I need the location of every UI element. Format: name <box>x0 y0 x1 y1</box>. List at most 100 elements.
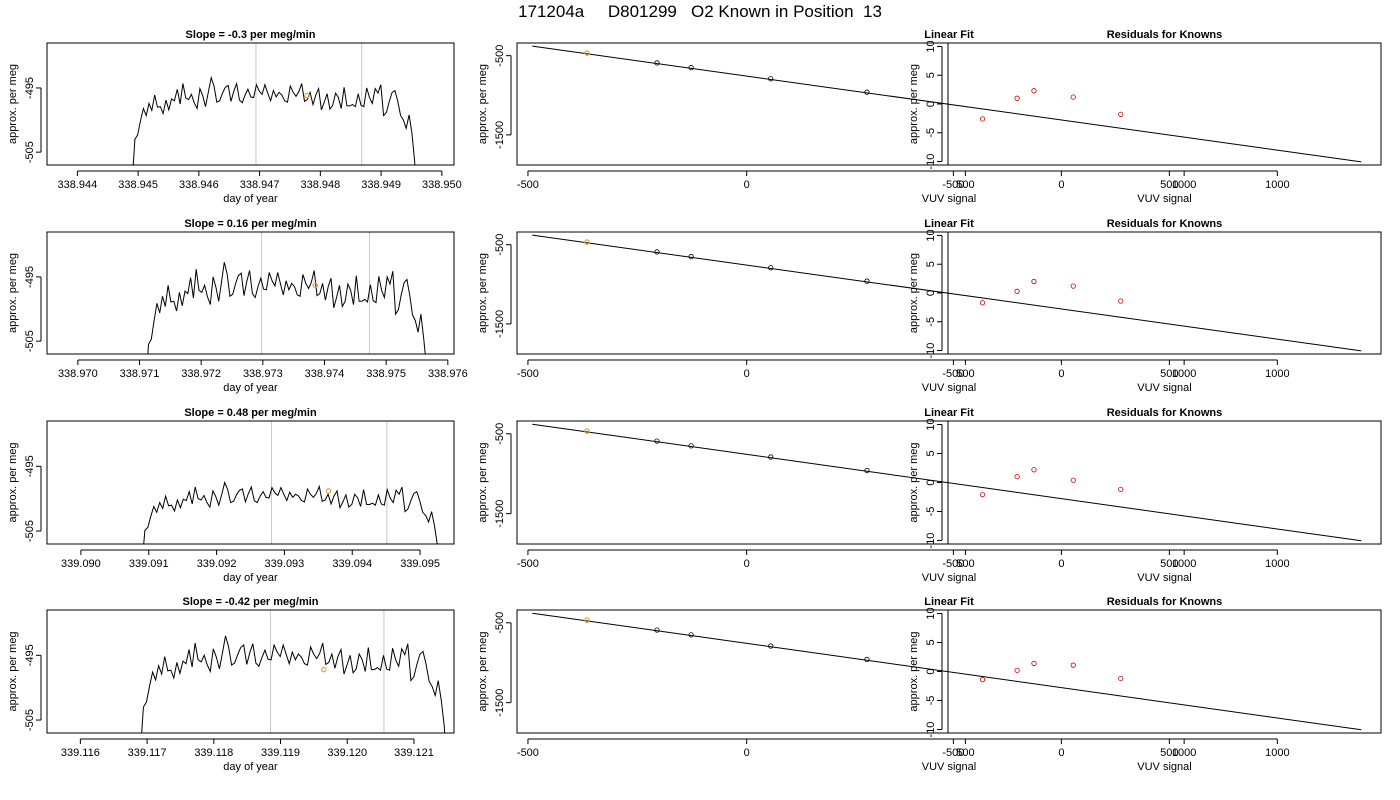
y-tick-label: -500 <box>494 234 506 256</box>
fit-line <box>532 45 1362 163</box>
panel-title: Residuals for Knowns <box>1107 407 1223 419</box>
y-axis-label: approx. per meg <box>908 631 920 711</box>
x-tick-label: 1000 <box>1172 558 1196 570</box>
panel-title: Linear Fit <box>924 407 974 419</box>
x-tick-label: -500 <box>517 368 539 380</box>
fit-line <box>532 612 1362 731</box>
y-axis-label: approx. per meg <box>477 253 489 333</box>
x-axis-label: VUV signal <box>1137 193 1191 205</box>
residual-point <box>1118 111 1124 117</box>
y-tick-label: 10 <box>925 40 937 52</box>
y-tick-label: -500 <box>494 612 506 634</box>
x-axis-label: day of year <box>223 193 278 205</box>
x-tick-label: 338.946 <box>179 179 219 191</box>
y-axis-label: approx. per meg <box>7 253 19 333</box>
residual-point <box>1118 298 1124 304</box>
y-tick-label: -1500 <box>494 689 506 717</box>
plot-frame <box>947 609 1382 734</box>
y-tick-label: 0 <box>925 479 937 485</box>
x-tick-label: 0 <box>1058 368 1064 380</box>
x-tick-label: 0 <box>1058 747 1064 759</box>
residual-point <box>1070 283 1076 289</box>
x-tick-label: 338.970 <box>58 368 98 380</box>
x-tick-label: 500 <box>956 368 974 380</box>
residual-point <box>1014 667 1020 673</box>
fit-point <box>864 89 870 95</box>
series-line <box>147 262 426 354</box>
x-tick-label: 339.116 <box>61 747 100 759</box>
x-tick-label: 339.118 <box>194 747 233 759</box>
y-tick-label: -500 <box>494 423 506 445</box>
x-tick-label: 338.973 <box>243 368 283 380</box>
plot-frame <box>46 231 455 355</box>
fit-point <box>768 265 774 271</box>
x-tick-label: 0 <box>1058 179 1064 191</box>
highlight-point <box>584 50 590 56</box>
x-tick-label: 1000 <box>1265 558 1289 570</box>
x-axis-label: VUV signal <box>922 761 976 773</box>
x-tick-label: 339.121 <box>394 747 434 759</box>
residual-point <box>979 300 986 306</box>
x-tick-label: -500 <box>942 747 964 759</box>
x-axis-label: VUV signal <box>1137 382 1191 394</box>
plot-frame <box>947 420 1382 545</box>
y-tick-label: -1500 <box>494 121 506 149</box>
y-axis-label: approx. per meg <box>7 631 19 711</box>
x-tick-label: 338.971 <box>120 368 160 380</box>
y-tick-label: -5 <box>925 696 937 706</box>
panel-title: Linear Fit <box>924 218 974 230</box>
x-tick-label: 338.945 <box>118 179 158 191</box>
residual-point <box>1014 95 1020 101</box>
x-tick-label: 0 <box>744 179 750 191</box>
y-tick-label: 10 <box>925 607 937 619</box>
x-tick-label: 339.094 <box>332 558 372 570</box>
plot-frame <box>947 231 1382 355</box>
panel-title: Slope = -0.42 per meg/min <box>182 596 318 608</box>
fit-point <box>768 454 774 460</box>
x-axis-label: VUV signal <box>1137 572 1191 584</box>
x-tick-label: 500 <box>1160 179 1178 191</box>
residual-point <box>979 116 986 122</box>
x-tick-label: 500 <box>956 179 974 191</box>
highlight-point <box>304 92 310 99</box>
x-tick-label: 339.090 <box>61 558 101 570</box>
panel-title: Slope = 0.16 per meg/min <box>184 218 317 230</box>
y-axis-label: approx. per meg <box>7 64 19 144</box>
panel-title: Residuals for Knowns <box>1107 218 1223 230</box>
residual-point <box>1031 660 1037 666</box>
y-tick-label: 5 <box>925 450 937 456</box>
residual-point <box>1070 662 1076 668</box>
y-tick-label: -495 <box>24 266 36 288</box>
y-tick-label: -1500 <box>494 500 506 528</box>
panel-title: Slope = 0.48 per meg/min <box>184 407 317 419</box>
y-tick-label: -495 <box>24 77 36 99</box>
y-tick-label: -495 <box>24 455 36 477</box>
panel-title: Linear Fit <box>924 596 974 608</box>
x-tick-label: 338.949 <box>361 179 401 191</box>
x-tick-label: 339.117 <box>128 747 167 759</box>
x-tick-label: 338.947 <box>240 179 280 191</box>
x-tick-label: 339.119 <box>261 747 300 759</box>
x-tick-label: -500 <box>517 179 539 191</box>
y-tick-label: -5 <box>925 507 937 517</box>
highlight-point <box>325 488 332 494</box>
y-tick-label: 0 <box>925 290 937 296</box>
y-tick-label: -500 <box>494 45 506 67</box>
x-tick-label: 339.091 <box>129 558 169 570</box>
highlight-point <box>584 239 590 245</box>
y-axis-label: approx. per meg <box>908 253 920 333</box>
residual-point <box>1031 467 1037 473</box>
y-tick-label: 5 <box>925 72 937 78</box>
x-tick-label: 338.976 <box>428 368 468 380</box>
x-tick-label: 338.948 <box>300 179 340 191</box>
x-tick-label: 338.975 <box>366 368 406 380</box>
x-axis-label: VUV signal <box>922 382 976 394</box>
x-tick-label: 0 <box>744 558 750 570</box>
y-axis-label: approx. per meg <box>908 64 920 144</box>
x-tick-label: 1000 <box>1265 368 1289 380</box>
fit-point <box>654 249 660 255</box>
x-axis-label: VUV signal <box>1137 761 1191 773</box>
x-tick-label: 500 <box>1160 368 1178 380</box>
x-axis-label: day of year <box>223 572 278 584</box>
residual-point <box>1070 477 1076 483</box>
